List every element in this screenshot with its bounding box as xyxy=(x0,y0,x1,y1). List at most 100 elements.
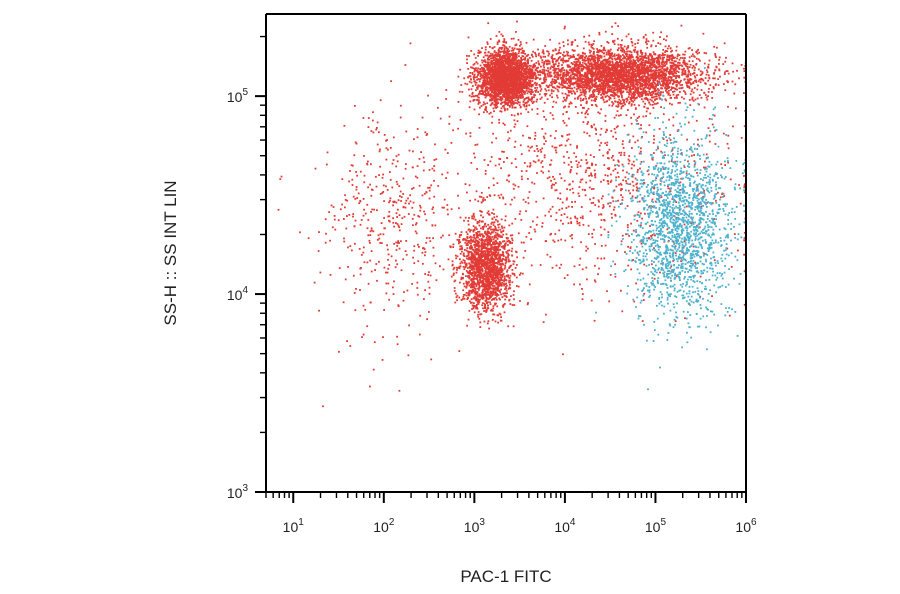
data-point xyxy=(644,82,647,84)
data-point xyxy=(535,75,537,77)
data-point xyxy=(677,81,679,84)
data-point xyxy=(618,84,621,87)
data-point xyxy=(468,55,470,57)
data-point xyxy=(697,58,700,61)
data-point xyxy=(530,85,533,88)
data-point xyxy=(554,87,557,90)
data-point xyxy=(676,70,678,72)
data-point xyxy=(492,71,495,73)
data-point xyxy=(478,84,481,87)
data-point xyxy=(510,99,512,102)
data-point xyxy=(543,66,545,69)
data-point xyxy=(573,66,576,69)
data-point xyxy=(606,76,609,79)
data-point xyxy=(567,66,569,68)
data-point xyxy=(581,86,584,89)
data-point xyxy=(470,66,472,69)
data-point xyxy=(514,53,517,55)
data-point xyxy=(708,59,711,62)
data-point xyxy=(622,84,625,87)
data-point xyxy=(520,90,523,92)
data-point xyxy=(491,63,494,66)
data-point xyxy=(561,92,564,95)
data-point xyxy=(520,71,523,74)
series-1-points xyxy=(277,20,747,408)
data-point xyxy=(503,60,506,63)
data-point xyxy=(479,75,482,78)
data-point xyxy=(653,90,656,93)
data-point xyxy=(520,51,523,54)
data-point xyxy=(659,74,662,77)
data-point xyxy=(463,77,466,80)
data-point xyxy=(697,68,700,71)
data-point xyxy=(551,114,554,117)
data-point xyxy=(527,100,529,103)
data-point xyxy=(645,84,647,87)
data-point xyxy=(508,79,510,82)
data-point xyxy=(515,96,518,99)
data-point xyxy=(674,88,677,90)
data-point xyxy=(643,73,646,75)
data-point xyxy=(634,78,637,80)
data-point xyxy=(505,79,507,82)
data-point xyxy=(469,72,472,74)
data-point xyxy=(503,49,506,51)
data-point xyxy=(561,69,563,72)
data-point xyxy=(485,65,488,68)
data-point xyxy=(715,66,718,69)
data-point xyxy=(493,76,496,79)
data-point xyxy=(481,59,483,62)
data-point xyxy=(560,82,563,85)
data-point xyxy=(518,92,521,95)
data-point xyxy=(558,70,561,72)
data-point xyxy=(660,84,662,87)
data-point xyxy=(655,60,658,62)
data-point xyxy=(487,71,490,73)
data-point xyxy=(618,64,621,67)
data-point xyxy=(551,57,553,60)
data-point xyxy=(560,77,563,79)
data-point xyxy=(659,43,662,45)
data-point xyxy=(476,99,479,102)
data-point xyxy=(510,62,513,65)
data-point xyxy=(497,98,500,101)
data-point xyxy=(525,97,527,100)
data-point xyxy=(661,87,664,90)
data-point xyxy=(601,95,604,98)
data-point xyxy=(496,41,499,44)
data-point xyxy=(619,83,622,85)
data-point xyxy=(696,74,698,76)
data-point xyxy=(585,86,587,89)
data-point xyxy=(514,66,517,69)
data-point xyxy=(586,70,589,73)
data-point xyxy=(514,99,517,102)
data-point xyxy=(487,62,490,65)
data-point xyxy=(668,82,671,84)
data-point xyxy=(489,54,492,57)
data-point xyxy=(652,39,655,42)
data-point xyxy=(503,81,506,84)
data-point xyxy=(606,94,609,97)
data-point xyxy=(495,35,498,37)
data-point xyxy=(556,85,559,88)
data-point xyxy=(495,51,498,54)
data-point xyxy=(509,61,511,64)
data-point xyxy=(495,102,497,105)
data-point xyxy=(520,73,522,76)
data-point xyxy=(474,80,476,82)
data-point xyxy=(505,77,508,80)
data-point xyxy=(678,58,681,61)
data-point xyxy=(638,92,641,95)
data-point xyxy=(617,64,620,67)
data-point xyxy=(498,69,500,72)
data-point xyxy=(530,72,533,74)
data-point xyxy=(507,67,510,69)
data-point xyxy=(581,83,584,86)
data-point xyxy=(483,67,486,70)
data-point xyxy=(641,95,643,98)
data-point xyxy=(731,62,734,65)
data-point xyxy=(594,78,597,81)
data-point xyxy=(476,86,478,89)
data-point xyxy=(627,46,630,49)
data-point xyxy=(543,77,545,79)
